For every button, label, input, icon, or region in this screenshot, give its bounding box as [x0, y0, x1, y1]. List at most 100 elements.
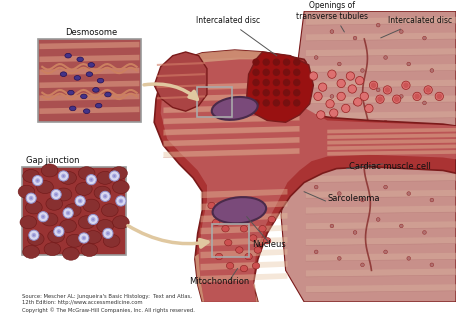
Ellipse shape: [353, 166, 357, 170]
Ellipse shape: [268, 216, 275, 223]
Polygon shape: [306, 17, 456, 25]
Text: Mitochondrion: Mitochondrion: [189, 277, 249, 286]
Ellipse shape: [23, 170, 39, 182]
Ellipse shape: [54, 226, 64, 237]
Ellipse shape: [376, 95, 384, 103]
Ellipse shape: [263, 79, 270, 86]
Polygon shape: [306, 127, 456, 135]
Polygon shape: [201, 261, 287, 270]
Ellipse shape: [384, 250, 387, 254]
Ellipse shape: [225, 239, 232, 246]
Ellipse shape: [240, 207, 248, 214]
Ellipse shape: [58, 230, 60, 232]
Ellipse shape: [75, 182, 92, 195]
Ellipse shape: [413, 92, 421, 100]
Ellipse shape: [33, 176, 43, 186]
Ellipse shape: [116, 196, 126, 206]
Ellipse shape: [430, 263, 434, 267]
Text: Desmosome: Desmosome: [65, 28, 118, 37]
Polygon shape: [306, 237, 456, 246]
Ellipse shape: [81, 244, 98, 257]
Ellipse shape: [330, 224, 334, 228]
Ellipse shape: [66, 234, 83, 247]
Ellipse shape: [44, 243, 61, 256]
Ellipse shape: [252, 69, 260, 76]
Ellipse shape: [75, 196, 85, 206]
Ellipse shape: [41, 213, 58, 226]
Ellipse shape: [400, 30, 403, 34]
Ellipse shape: [29, 230, 39, 240]
Ellipse shape: [240, 265, 248, 272]
Ellipse shape: [273, 99, 280, 106]
Ellipse shape: [63, 247, 79, 260]
Ellipse shape: [369, 81, 378, 89]
Ellipse shape: [252, 263, 260, 269]
Ellipse shape: [33, 234, 35, 236]
Ellipse shape: [293, 69, 301, 76]
Ellipse shape: [27, 232, 44, 246]
Text: Source: Mescher AL: Junqueira's Basic Histology:  Text and Atlas,
12th Edition: : Source: Mescher AL: Junqueira's Basic Hi…: [22, 294, 195, 313]
Ellipse shape: [18, 185, 35, 198]
Ellipse shape: [212, 97, 258, 120]
Polygon shape: [201, 249, 287, 258]
Ellipse shape: [273, 69, 280, 76]
Polygon shape: [164, 148, 300, 158]
Ellipse shape: [414, 94, 420, 99]
Ellipse shape: [326, 100, 334, 108]
Ellipse shape: [105, 92, 111, 97]
Ellipse shape: [400, 224, 403, 228]
Polygon shape: [306, 80, 456, 88]
Ellipse shape: [88, 214, 98, 225]
Polygon shape: [39, 42, 139, 49]
Ellipse shape: [26, 193, 36, 203]
Ellipse shape: [103, 234, 120, 247]
Ellipse shape: [423, 230, 426, 234]
Ellipse shape: [384, 185, 387, 189]
Polygon shape: [306, 95, 456, 104]
Polygon shape: [201, 273, 287, 282]
Ellipse shape: [273, 58, 280, 66]
Polygon shape: [327, 139, 456, 144]
Ellipse shape: [111, 167, 128, 180]
Polygon shape: [306, 253, 456, 261]
Ellipse shape: [314, 121, 318, 124]
Ellipse shape: [353, 101, 357, 105]
Ellipse shape: [107, 232, 109, 234]
Ellipse shape: [240, 225, 248, 232]
Ellipse shape: [361, 69, 365, 72]
Ellipse shape: [82, 236, 86, 240]
Ellipse shape: [85, 230, 101, 244]
Ellipse shape: [384, 56, 387, 59]
Ellipse shape: [112, 216, 129, 229]
Ellipse shape: [353, 230, 357, 234]
Text: Intercalated disc: Intercalated disc: [196, 16, 277, 56]
Ellipse shape: [54, 192, 58, 197]
Ellipse shape: [402, 81, 410, 89]
Ellipse shape: [55, 188, 72, 201]
Polygon shape: [39, 106, 139, 114]
Ellipse shape: [60, 219, 76, 232]
Polygon shape: [327, 133, 456, 139]
Ellipse shape: [337, 127, 341, 131]
Ellipse shape: [65, 53, 72, 58]
Ellipse shape: [30, 197, 32, 199]
Ellipse shape: [377, 96, 383, 102]
Ellipse shape: [337, 92, 346, 100]
Ellipse shape: [66, 211, 71, 215]
Ellipse shape: [273, 89, 280, 96]
Ellipse shape: [283, 79, 290, 86]
Ellipse shape: [94, 186, 111, 199]
Ellipse shape: [348, 85, 356, 93]
Ellipse shape: [20, 216, 36, 229]
Ellipse shape: [337, 257, 341, 260]
Ellipse shape: [41, 214, 46, 219]
Ellipse shape: [212, 219, 220, 225]
Ellipse shape: [61, 174, 66, 178]
Ellipse shape: [32, 233, 36, 237]
Ellipse shape: [213, 197, 266, 223]
Ellipse shape: [95, 103, 102, 108]
Ellipse shape: [435, 92, 444, 100]
Ellipse shape: [112, 174, 117, 178]
Ellipse shape: [319, 83, 327, 91]
Bar: [22, 167, 126, 255]
